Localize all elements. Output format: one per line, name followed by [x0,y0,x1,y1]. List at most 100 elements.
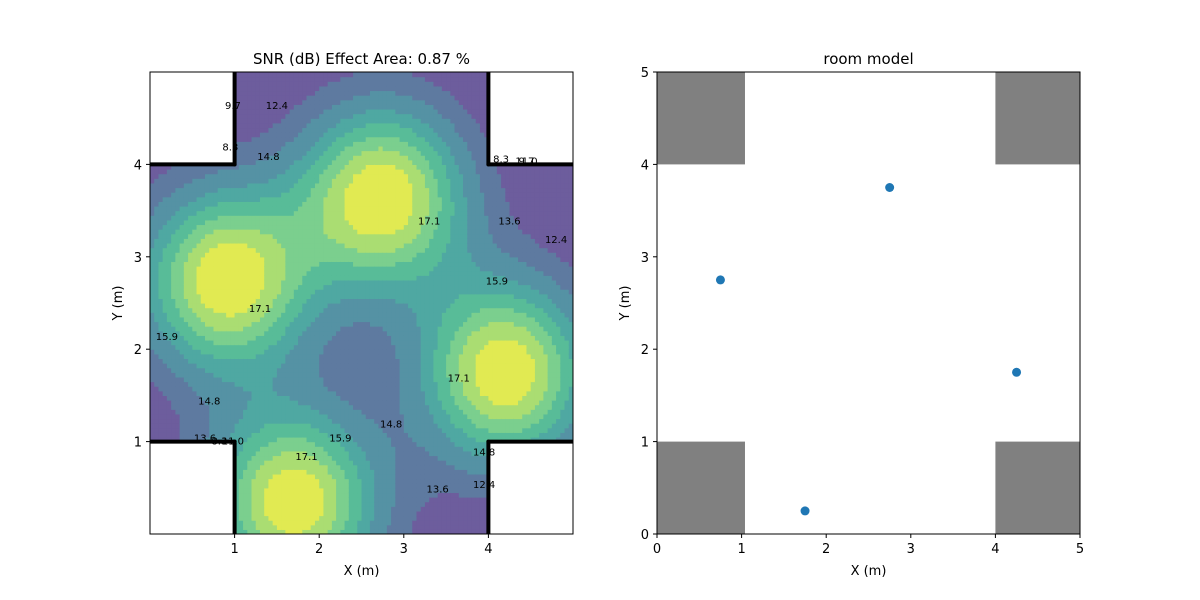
contour-cell [209,298,215,304]
contour-cell [188,192,193,198]
contour-cell [314,289,320,295]
contour-cell [382,390,388,396]
contour-cell [264,279,270,286]
contour-cell [255,99,261,105]
contour-cell [209,339,215,346]
contour-cell [314,261,320,267]
contour-cell [285,215,291,221]
contour-cell [175,335,181,341]
contour-cell [200,201,206,207]
contour-cell [382,404,388,410]
contour-cell [323,256,329,263]
contour-cell [369,275,375,281]
contour-cell [268,210,274,216]
contour-cell [281,196,286,202]
contour-cell [255,215,261,221]
contour-cell [323,455,329,461]
contour-cell [298,132,303,138]
contour-cell [369,279,375,286]
contour-cell [192,205,198,212]
contour-cell [230,436,236,443]
contour-cell [314,159,320,165]
contour-cell [166,182,172,189]
contour-cell [298,455,303,461]
contour-cell [369,335,375,341]
contour-cell [382,372,388,378]
contour-cell [302,372,308,378]
contour-cell [255,363,261,369]
contour-cell [276,182,282,189]
contour-cell [314,72,320,78]
contour-cell [340,497,346,503]
contour-cell [200,423,206,429]
contour-cell [361,279,367,286]
contour-cell [234,141,240,147]
contour-cell [183,270,189,276]
contour-cell [314,164,320,170]
contour-cell [314,506,320,512]
contour-cell [306,478,312,484]
contour-cell [365,229,371,235]
contour-cell [365,409,371,415]
contour-cell [340,122,346,129]
contour-cell [314,104,320,110]
contour-cell [166,256,172,263]
contour-cell [331,219,337,226]
contour-cell [150,219,155,226]
contour-cell [314,427,320,433]
contour-cell [310,242,316,249]
contour-cell [348,178,354,184]
contour-cell [348,469,354,475]
contour-cell [369,293,375,299]
contour-cell [230,284,236,290]
contour-cell [378,376,384,383]
contour-cell [268,501,274,507]
contour-cell [378,85,384,92]
contour-cell [314,293,320,299]
contour-cell [234,303,240,309]
contour-cell [162,210,168,216]
contour-cell [357,321,363,327]
contour-cell [391,501,396,507]
contour-cell [298,293,303,299]
contour-cell [378,132,384,138]
contour-cell [361,270,367,276]
contour-cell [234,450,240,457]
contour-cell [255,515,261,521]
contour-cell [391,164,396,170]
contour-cell [175,344,181,350]
contour-cell [281,266,286,272]
contour-cell [213,192,219,198]
contour-cell [217,436,223,443]
contour-cell [357,118,363,124]
contour-cell [378,441,384,447]
contour-cell [357,284,363,290]
contour-cell [336,326,341,332]
contour-cell [378,307,384,313]
contour-cell [179,413,185,420]
contour-cell [391,275,396,281]
contour-cell [327,460,333,466]
contour-cell [158,326,164,332]
contour-cell [200,284,206,290]
contour-cell [217,252,223,258]
contour-cell [276,409,282,415]
contour-cell [259,478,265,484]
contour-cell [306,233,312,239]
contour-cell [319,321,325,327]
contour-cell [386,90,392,96]
contour-cell [314,520,320,526]
contour-cell [234,386,240,392]
contour-cell [302,215,308,221]
contour-cell [310,256,316,263]
contour-cell [281,469,286,475]
contour-cell [243,473,248,480]
contour-cell [221,219,227,226]
contour-cell [192,173,198,179]
contour-cell [196,349,202,355]
contour-cell [357,460,363,466]
contour-cell [200,363,206,369]
contour-cell [344,381,350,387]
contour-cell [268,339,274,346]
contour-cell [327,275,333,281]
